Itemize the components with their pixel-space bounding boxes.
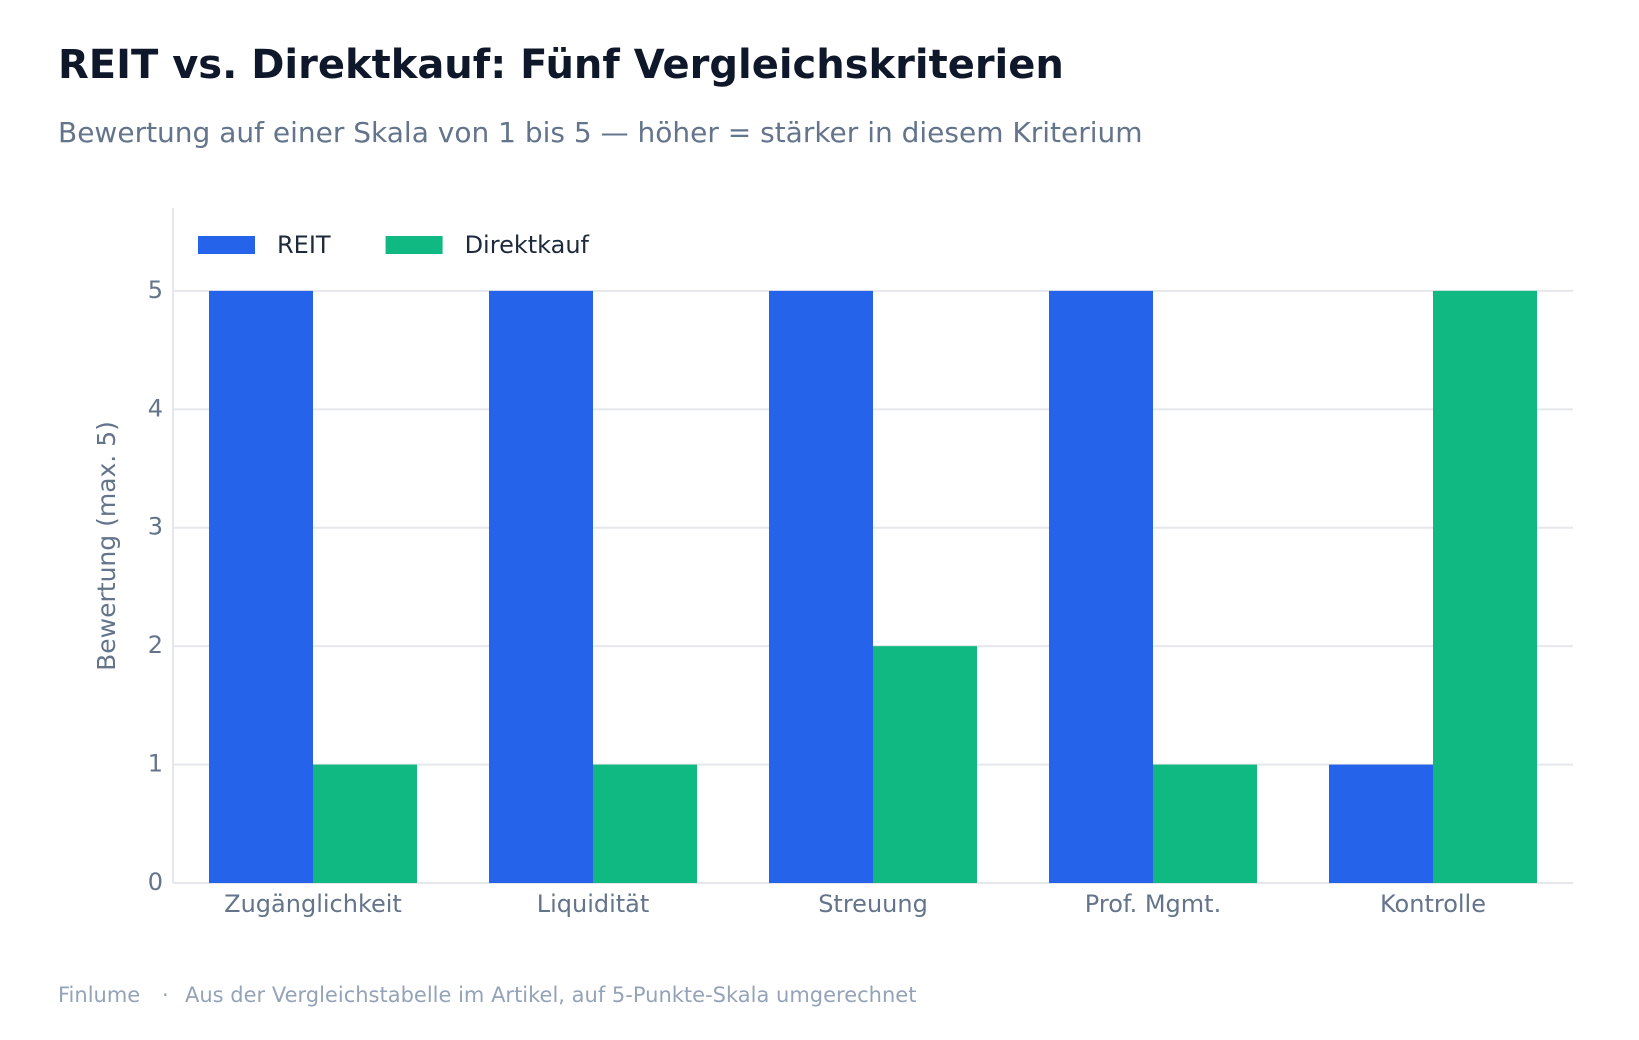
bar <box>769 290 873 883</box>
y-tick-label: 4 <box>148 394 163 422</box>
x-tick-label: Kontrolle <box>1380 890 1486 918</box>
y-tick-label: 1 <box>148 750 163 778</box>
footer-source: Finlume <box>58 983 140 1007</box>
bar <box>1433 290 1537 883</box>
bar <box>873 646 977 883</box>
chart-subtitle: Bewertung auf einer Skala von 1 bis 5 — … <box>58 116 1143 149</box>
x-tick-label: Prof. Mgmt. <box>1085 890 1221 918</box>
footer-separator: · <box>162 983 169 1007</box>
x-tick-label: Streuung <box>818 890 928 918</box>
legend-swatch <box>385 236 443 254</box>
y-tick-label: 3 <box>148 513 163 541</box>
bar <box>209 290 313 883</box>
y-tick-label: 2 <box>148 631 163 659</box>
chart-title: REIT vs. Direktkauf: Fünf Vergleichskrit… <box>58 42 1064 88</box>
bar <box>313 764 417 883</box>
y-axis-label: Bewertung (max. 5) <box>92 421 121 671</box>
footer-note: Aus der Vergleichstabelle im Artikel, au… <box>185 983 916 1007</box>
legend-label: Direktkauf <box>465 231 590 259</box>
x-tick-label: Zugänglichkeit <box>224 890 402 918</box>
y-tick-label: 5 <box>148 276 163 304</box>
legend-label: REIT <box>277 231 331 259</box>
bar <box>1329 764 1433 883</box>
y-tick-label: 0 <box>148 868 163 896</box>
legend-swatch <box>198 236 255 254</box>
bar <box>1049 290 1153 883</box>
bar <box>489 290 593 883</box>
x-tick-label: Liquidität <box>537 890 650 918</box>
bar <box>593 764 697 883</box>
bar <box>1153 764 1257 883</box>
